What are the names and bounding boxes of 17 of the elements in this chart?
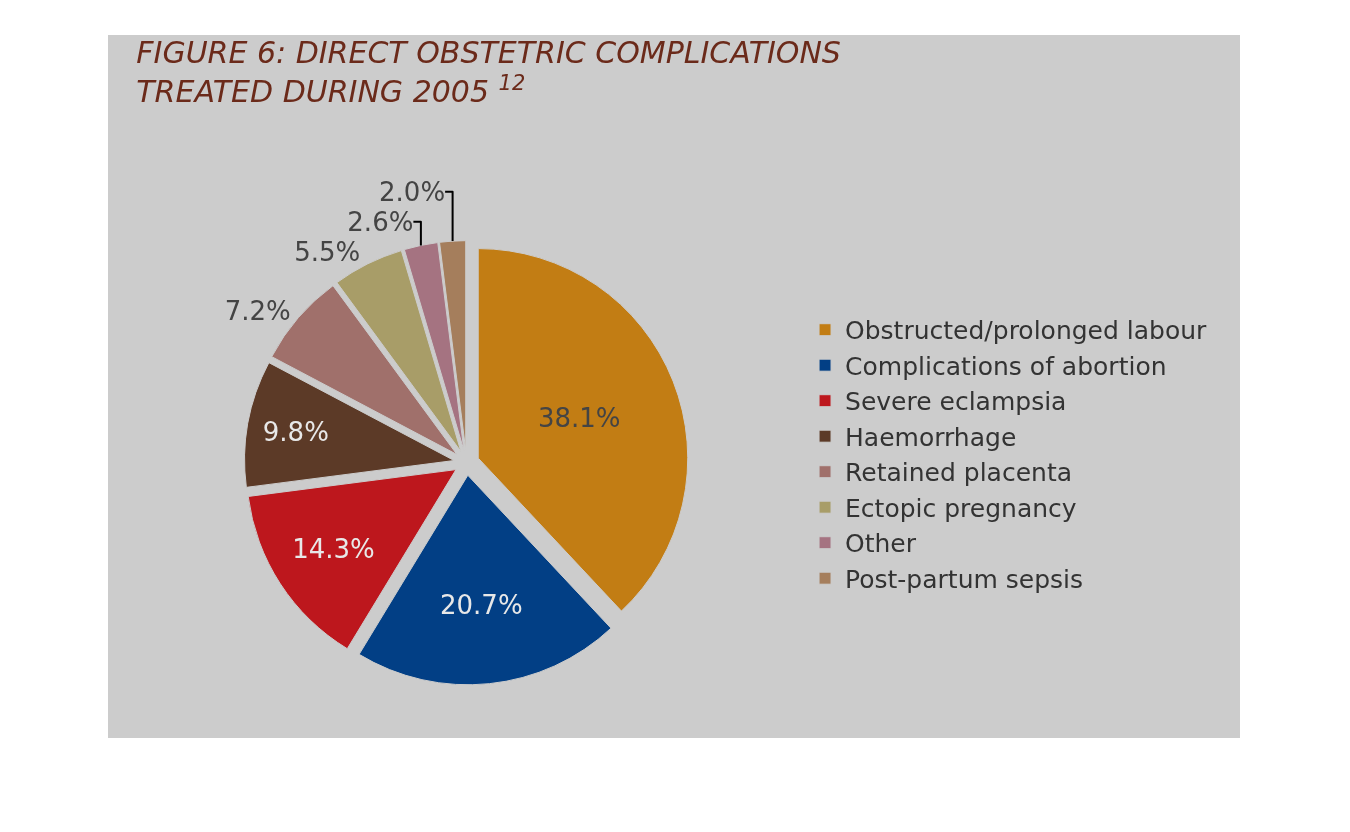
data-label: 20.7% [440, 590, 523, 621]
legend-label: Complications of abortion [845, 351, 1167, 381]
data-label: 14.3% [292, 534, 375, 565]
data-label: 7.2% [224, 296, 291, 327]
legend-label: Ectopic pregnancy [845, 493, 1077, 523]
legend-label: Other [845, 529, 917, 559]
data-label: 2.6% [347, 206, 414, 237]
data-label: 9.8% [262, 416, 329, 447]
chart-title: FIGURE 6: DIRECT OBSTETRIC COMPLICATIONS TREATED DURING 2005 $^{12}$ [136, 35, 841, 110]
legend-label: Severe eclampsia [845, 387, 1067, 417]
data-label: 38.1% [537, 403, 621, 434]
data-label: 2.0% [379, 176, 446, 207]
legend-label: Haemorrhage [845, 422, 1017, 452]
legend-label: Obstructed/prolonged labour [845, 316, 1208, 346]
legend-label: Retained placenta [845, 458, 1073, 488]
data-label: 5.5% [294, 236, 361, 267]
legend-label: Post-partum sepsis [845, 564, 1084, 594]
